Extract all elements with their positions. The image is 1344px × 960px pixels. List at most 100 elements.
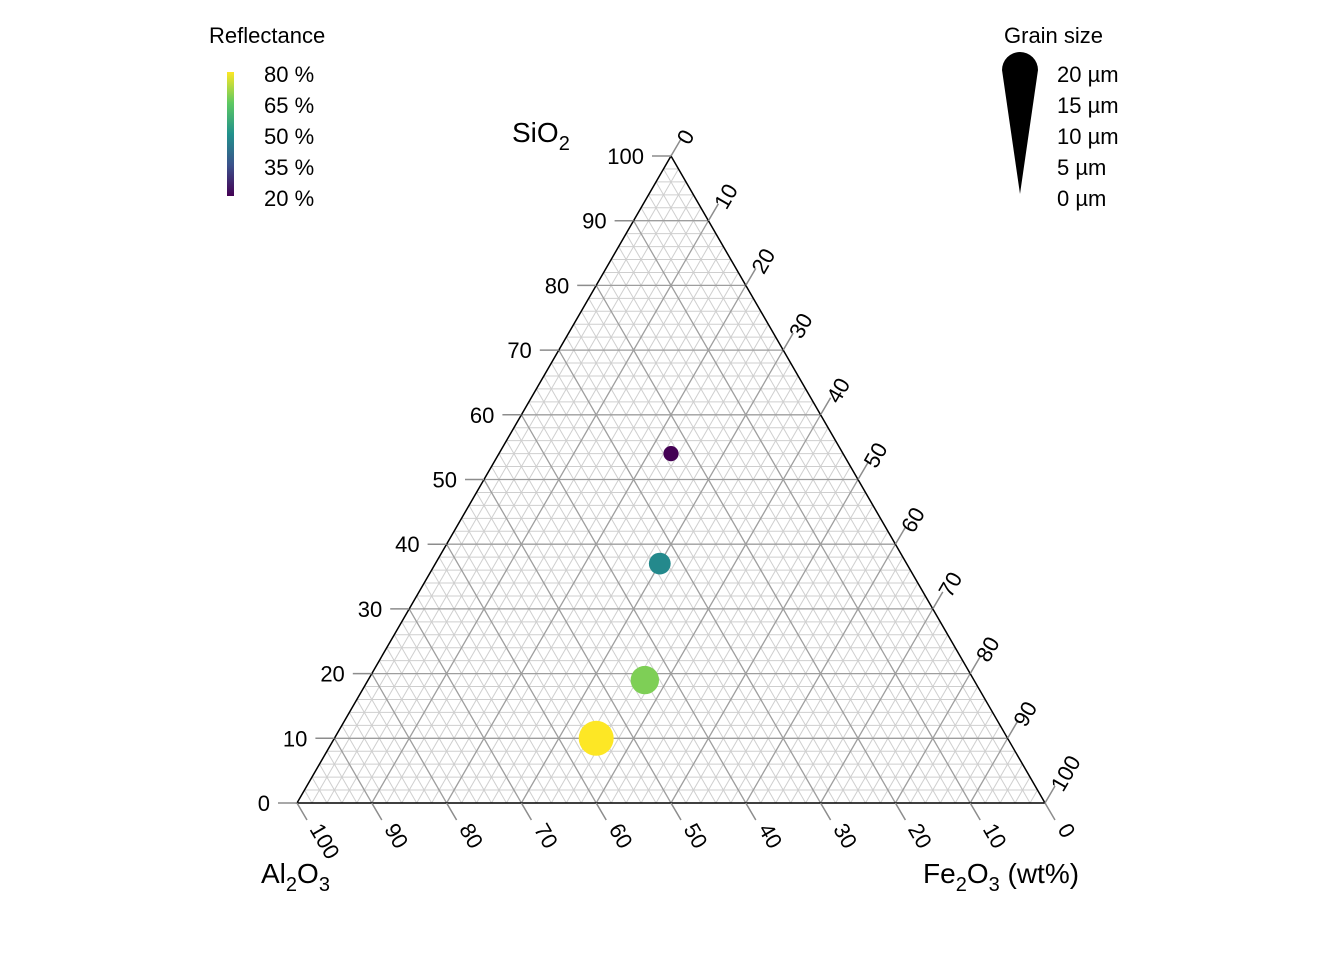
fe2o3-gridline (820, 608, 934, 804)
fe2o3-tick (932, 591, 944, 610)
sio2-axis-ticks: 0 10 20 30 40 50 60 70 80 90 100 (258, 144, 671, 816)
fe2o3-gridline (939, 712, 994, 804)
al2o3-axis-title: Al2O3 (261, 858, 330, 896)
minor-gridlines (304, 168, 1038, 804)
fe2o3-tick-label: 70 (933, 568, 967, 602)
sio2-tick-label: 0 (258, 791, 270, 816)
al2o3-tick (894, 802, 907, 821)
sio2-tick-label: 60 (470, 403, 494, 428)
sio2-tick-label: 50 (433, 468, 457, 493)
fe2o3-gridline (491, 323, 769, 804)
fe2o3-gridline (745, 543, 896, 804)
fe2o3-gridline (311, 168, 679, 804)
fe2o3-tick-label: 90 (1008, 697, 1042, 731)
grain-size-legend-label: 0 µm (1057, 186, 1106, 211)
al2o3-gridline (535, 388, 777, 804)
grain-size-legend-label: 15 µm (1057, 93, 1119, 118)
al2o3-gridline (363, 686, 433, 804)
reflectance-legend-label: 20 % (264, 186, 314, 211)
al2o3-gridline (311, 776, 328, 804)
al2o3-gridline (453, 531, 612, 804)
fe2o3-gridline (655, 466, 851, 804)
sio2-tick-label: 90 (582, 209, 606, 234)
al2o3-gridline (393, 634, 492, 804)
al2o3-tick-label: 20 (903, 819, 937, 853)
al2o3-gridline (319, 763, 343, 804)
al2o3-tick-label: 80 (454, 819, 488, 853)
fe2o3-gridline (371, 220, 709, 804)
grain-size-wedge (1002, 52, 1038, 194)
fe2o3-tick-label: 100 (1046, 751, 1086, 795)
al2o3-gridline (543, 375, 792, 804)
fe2o3-tick-label: 80 (971, 632, 1005, 666)
al2o3-gridline (573, 323, 851, 804)
sio2-tick-label: 80 (545, 273, 569, 298)
fe2o3-gridline (715, 518, 881, 804)
reflectance-colorbar (227, 72, 234, 196)
al2o3-tick-label: 0 (1053, 819, 1081, 842)
al2o3-tick (745, 802, 757, 821)
grain-size-legend-label: 5 µm (1057, 155, 1106, 180)
fe2o3-gridline (850, 634, 949, 804)
al2o3-tick (969, 802, 981, 821)
reflectance-legend-title: Reflectance (209, 23, 325, 48)
fe2o3-axis-title: Fe2O3 (wt%) (923, 858, 1079, 896)
fe2o3-tick (782, 332, 794, 351)
al2o3-gridline (483, 479, 672, 804)
fe2o3-gridline (520, 349, 784, 804)
al2o3-gridline (491, 466, 687, 804)
reflectance-legend-label: 65 % (264, 93, 314, 118)
al2o3-tick-label: 30 (828, 819, 862, 853)
al2o3-gridline (423, 582, 552, 804)
fe2o3-gridline (790, 582, 919, 804)
al2o3-gridline (498, 453, 702, 804)
al2o3-gridline (416, 595, 537, 804)
al2o3-gridline (663, 168, 1031, 804)
fe2o3-tick (745, 268, 757, 286)
fe2o3-tick-label: 0 (672, 125, 700, 148)
sio2-tick-label: 10 (283, 726, 307, 751)
al2o3-gridline (506, 440, 717, 804)
al2o3-gridline (588, 298, 881, 804)
fe2o3-gridline (580, 401, 814, 804)
al2o3-axis-ticks: 0 10 20 30 40 50 60 70 80 90 100 (296, 802, 1081, 863)
al2o3-gridline (633, 220, 971, 804)
al2o3-tick-label: 60 (604, 819, 638, 853)
fe2o3-tick (670, 138, 682, 157)
fe2o3-gridline (760, 556, 904, 804)
fe2o3-gridline (431, 272, 739, 804)
fe2o3-tick-label: 50 (859, 438, 893, 472)
al2o3-tick (520, 802, 533, 821)
fe2o3-tick (707, 203, 720, 222)
al2o3-gridline (558, 349, 822, 804)
reflectance-legend-label: 35 % (264, 155, 314, 180)
sio2-axis-title: SiO2 (512, 117, 570, 155)
fe2o3-gridline (670, 479, 859, 804)
al2o3-tick (595, 802, 607, 821)
al2o3-gridline (446, 543, 597, 804)
fe2o3-tick-label: 40 (821, 374, 855, 408)
data-point (648, 552, 671, 575)
al2o3-gridline (618, 246, 941, 804)
fe2o3-gridline (610, 427, 829, 804)
fe2o3-tick (819, 397, 832, 416)
reflectance-legend: Reflectance 80 % 65 % 50 % 35 % 20 % (209, 23, 325, 211)
al2o3-tick (296, 802, 308, 821)
grain-size-legend-title: Grain size (1004, 23, 1103, 48)
fe2o3-gridline (401, 246, 724, 804)
al2o3-gridline (333, 737, 373, 804)
reflectance-legend-label: 50 % (264, 124, 314, 149)
fe2o3-tick (1044, 785, 1056, 804)
al2o3-tick-label: 50 (679, 819, 713, 853)
sio2-tick-label: 100 (607, 144, 644, 169)
fe2o3-gridline (894, 673, 971, 804)
al2o3-gridline (513, 427, 732, 804)
reflectance-legend-label: 80 % (264, 62, 314, 87)
major-gridlines (333, 220, 1009, 804)
al2o3-gridline (401, 621, 507, 804)
fe2o3-gridline (805, 595, 926, 804)
fe2o3-gridline (640, 453, 844, 804)
fe2o3-gridline (984, 750, 1016, 804)
al2o3-gridline (438, 556, 582, 804)
